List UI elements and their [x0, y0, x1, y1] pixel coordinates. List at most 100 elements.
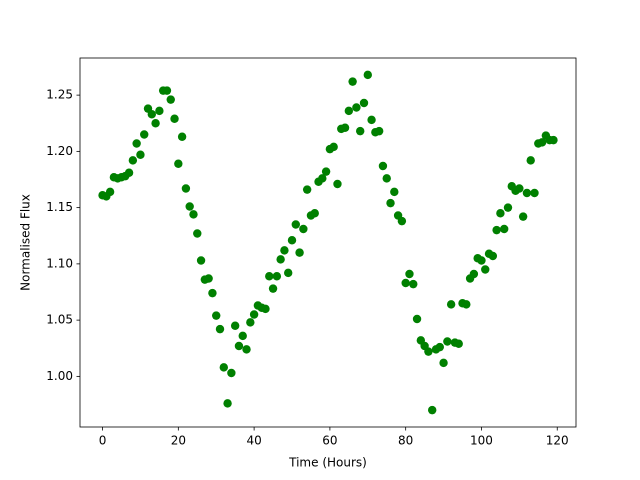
- point: [124, 168, 134, 177]
- point: [359, 98, 369, 108]
- point: [287, 236, 297, 245]
- point: [518, 212, 528, 221]
- point: [193, 229, 202, 238]
- point: [340, 123, 350, 132]
- point: [401, 278, 410, 288]
- point: [318, 174, 327, 183]
- point: [265, 272, 274, 281]
- point: [492, 225, 501, 235]
- point: [424, 347, 433, 356]
- x-tick-label: 20: [171, 434, 186, 448]
- point: [227, 368, 236, 378]
- point: [488, 251, 498, 261]
- point: [390, 187, 399, 197]
- y-tick-label: 1.25: [46, 88, 73, 102]
- point: [435, 342, 444, 352]
- point: [234, 341, 244, 351]
- point: [363, 70, 372, 80]
- point: [522, 188, 532, 198]
- y-axis-label: Normalised Flux: [19, 194, 33, 291]
- point: [212, 311, 221, 320]
- point: [268, 284, 278, 293]
- x-tick-label: 100: [470, 434, 493, 448]
- point: [272, 272, 282, 281]
- point: [276, 255, 285, 264]
- point: [238, 331, 247, 341]
- point: [496, 209, 505, 218]
- x-tick-label: 40: [246, 434, 261, 448]
- point: [348, 77, 357, 86]
- point: [462, 300, 471, 309]
- point: [249, 310, 259, 319]
- point: [147, 110, 157, 119]
- point: [261, 304, 270, 314]
- point: [344, 106, 354, 116]
- point: [499, 224, 509, 234]
- point: [333, 179, 342, 189]
- point: [177, 132, 187, 141]
- point: [356, 126, 365, 136]
- point: [515, 184, 524, 193]
- point: [302, 185, 312, 194]
- point: [382, 174, 391, 183]
- y-tick-label: 1.20: [46, 144, 73, 158]
- point: [215, 324, 225, 334]
- point: [481, 265, 490, 274]
- point: [291, 220, 300, 229]
- point: [223, 399, 232, 408]
- point: [428, 405, 437, 415]
- point: [443, 337, 452, 346]
- point: [204, 274, 213, 283]
- point: [321, 167, 331, 176]
- point: [454, 339, 463, 348]
- point: [151, 119, 160, 128]
- point: [170, 114, 179, 123]
- point: [549, 135, 558, 145]
- point: [219, 363, 228, 372]
- point: [405, 269, 414, 279]
- axes-frame: [79, 57, 577, 428]
- point: [329, 142, 338, 152]
- point: [284, 268, 293, 278]
- point: [386, 198, 395, 208]
- point: [105, 187, 115, 197]
- y-tick-label: 1.05: [46, 313, 73, 327]
- point: [299, 224, 308, 234]
- point: [352, 103, 361, 112]
- point: [310, 209, 319, 218]
- point: [140, 130, 149, 139]
- point: [280, 246, 289, 255]
- plot-area: [80, 58, 576, 427]
- x-tick-label: 120: [546, 434, 569, 448]
- point: [246, 318, 255, 327]
- point: [185, 202, 194, 211]
- point: [189, 210, 198, 219]
- point: [132, 139, 141, 148]
- point: [397, 216, 407, 226]
- x-tick-label: 80: [398, 434, 413, 448]
- point: [378, 161, 388, 171]
- point: [446, 300, 456, 309]
- point: [196, 256, 206, 265]
- x-tick-label: 60: [322, 434, 337, 448]
- point: [295, 248, 304, 257]
- point: [166, 95, 175, 104]
- point: [477, 256, 486, 265]
- point: [208, 288, 217, 298]
- point: [412, 314, 422, 324]
- y-tick-label: 1.00: [46, 369, 73, 383]
- point: [242, 345, 251, 354]
- point: [162, 86, 172, 95]
- point: [128, 156, 138, 165]
- point: [181, 184, 191, 193]
- point: [439, 358, 448, 368]
- x-tick-label: 0: [99, 434, 107, 448]
- y-tick-label: 1.10: [46, 256, 73, 270]
- point: [530, 188, 539, 198]
- point: [537, 138, 547, 147]
- point: [136, 150, 145, 159]
- point: [409, 279, 418, 289]
- point: [469, 269, 479, 279]
- point: [367, 115, 376, 125]
